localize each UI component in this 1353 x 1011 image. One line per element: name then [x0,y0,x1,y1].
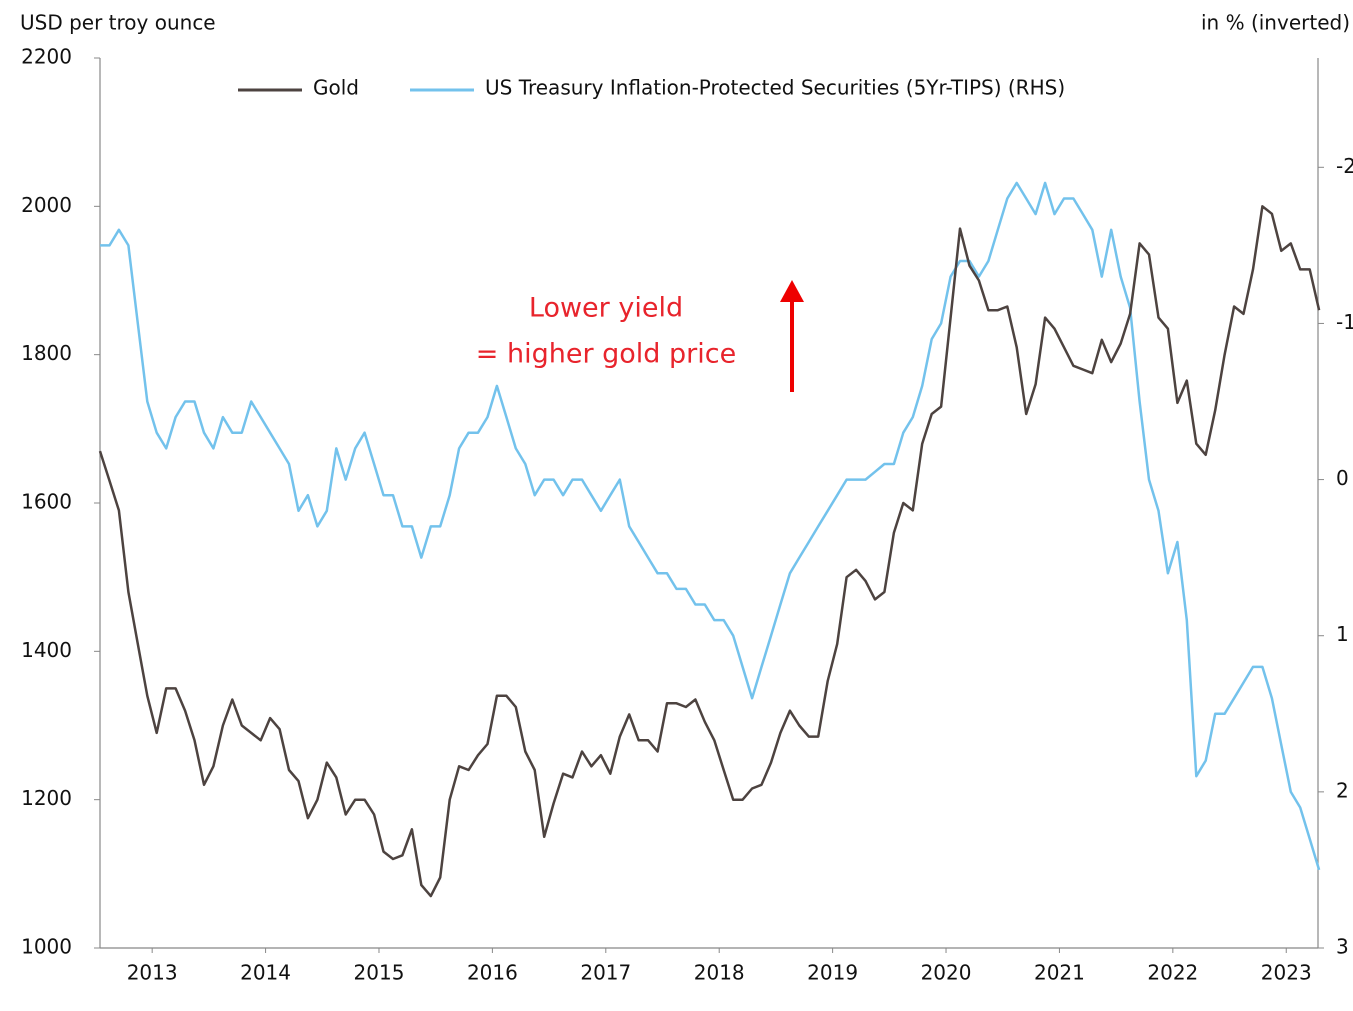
x-tick-label: 2016 [467,961,518,985]
x-tick-label: 2022 [1147,961,1198,985]
y-tick-label: 1200 [21,786,72,810]
y-axis-label: USD per troy ounce [20,11,216,35]
y2-tick-label: 2 [1336,778,1349,802]
y2-axis-label: in % (inverted) [1201,11,1350,35]
x-tick-label: 2019 [807,961,858,985]
x-tick-label: 2017 [580,961,631,985]
x-tick-label: 2013 [127,961,178,985]
y2-tick-label: -2 [1336,154,1353,178]
annotation: Lower yield [529,293,683,324]
x-tick-label: 2014 [240,961,291,985]
arrow-head [780,280,804,302]
x-tick-label: 2015 [354,961,405,985]
series-line [98,205,1321,898]
y2-tick-label: 1 [1336,622,1349,646]
y-tick-label: 1800 [21,341,72,365]
y2-tick-label: 0 [1336,466,1349,490]
y-tick-label: 2000 [21,193,72,217]
y-tick-label: 1400 [21,638,72,662]
legend-label: US Treasury Inflation-Protected Securiti… [485,76,1065,100]
x-tick-label: 2023 [1261,961,1312,985]
series-line [100,181,1321,871]
annotation: = higher gold price [476,339,736,370]
y-tick-label: 1000 [21,935,72,959]
x-tick-label: 2018 [694,961,745,985]
legend-label: Gold [313,76,359,100]
y-tick-label: 2200 [21,45,72,69]
x-tick-label: 2020 [921,961,972,985]
y2-tick-label: -1 [1336,310,1353,334]
y-tick-label: 1600 [21,490,72,514]
y2-tick-label: 3 [1336,935,1349,959]
x-tick-label: 2021 [1034,961,1085,985]
